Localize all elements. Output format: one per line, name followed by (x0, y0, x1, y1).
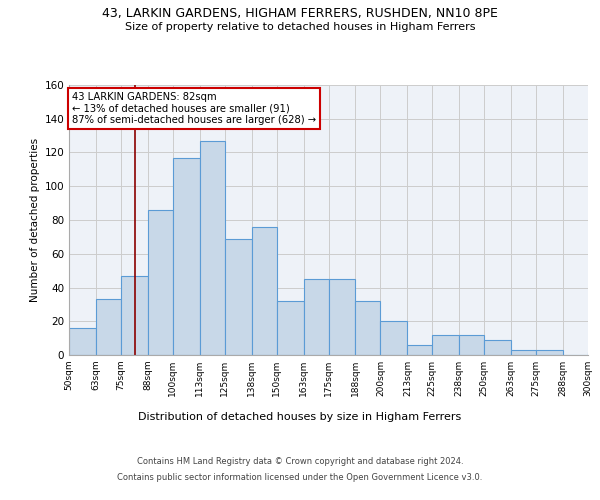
Text: Contains public sector information licensed under the Open Government Licence v3: Contains public sector information licen… (118, 472, 482, 482)
Bar (224, 238, 251, 355)
Bar (588, 352, 600, 355)
Text: Distribution of detached houses by size in Higham Ferrers: Distribution of detached houses by size … (139, 412, 461, 422)
Bar (329, 279, 355, 355)
Bar (355, 301, 380, 355)
Bar (304, 279, 329, 355)
Bar (251, 227, 277, 355)
Bar (380, 322, 407, 355)
Bar (511, 350, 536, 355)
Bar (432, 335, 459, 355)
Bar (277, 301, 304, 355)
Bar (121, 276, 148, 355)
Bar (536, 350, 563, 355)
Bar (69, 328, 96, 355)
Bar (96, 300, 121, 355)
Bar (148, 210, 173, 355)
Bar (200, 140, 224, 355)
Y-axis label: Number of detached properties: Number of detached properties (30, 138, 40, 302)
Text: 43, LARKIN GARDENS, HIGHAM FERRERS, RUSHDEN, NN10 8PE: 43, LARKIN GARDENS, HIGHAM FERRERS, RUSH… (102, 8, 498, 20)
Bar (173, 158, 200, 355)
Bar (484, 340, 511, 355)
Text: Contains HM Land Registry data © Crown copyright and database right 2024.: Contains HM Land Registry data © Crown c… (137, 458, 463, 466)
Bar (407, 345, 432, 355)
Text: Size of property relative to detached houses in Higham Ferrers: Size of property relative to detached ho… (125, 22, 475, 32)
Bar (459, 335, 484, 355)
Text: 43 LARKIN GARDENS: 82sqm
← 13% of detached houses are smaller (91)
87% of semi-d: 43 LARKIN GARDENS: 82sqm ← 13% of detach… (71, 92, 316, 125)
